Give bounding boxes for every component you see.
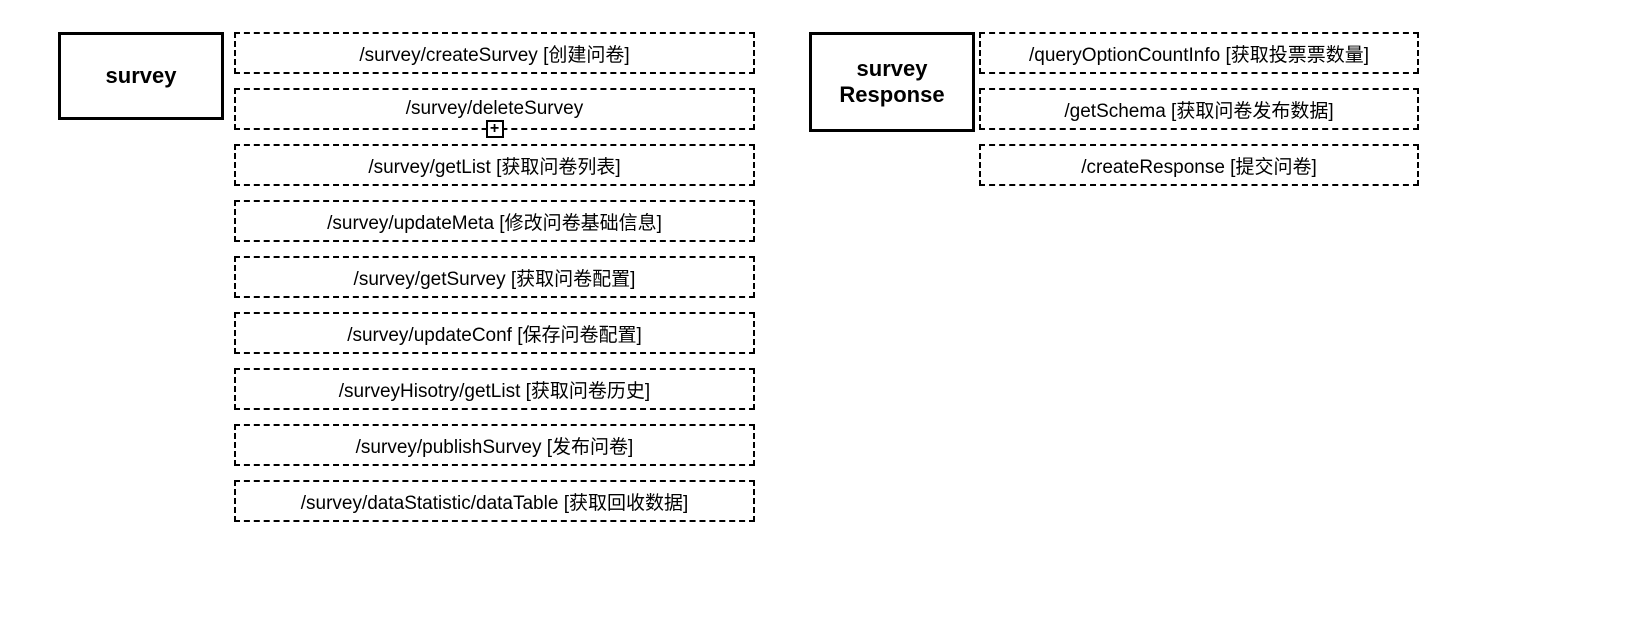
surveyResponse-title-box: survey Response (809, 32, 975, 132)
survey-title-box: survey (58, 32, 224, 120)
api-label: /survey/updateMeta [修改问卷基础信息] (327, 208, 662, 235)
api-label: /survey/deleteSurvey (406, 98, 583, 120)
api-label: /createResponse [提交问卷] (1081, 152, 1316, 179)
survey-api-item: /survey/publishSurvey [发布问卷] (234, 424, 755, 466)
surveyResponse-api-item: /getSchema [获取问卷发布数据] (979, 88, 1419, 130)
api-label: /survey/updateConf [保存问卷配置] (347, 320, 642, 347)
api-label: /queryOptionCountInfo [获取投票票数量] (1029, 40, 1369, 67)
api-label: /survey/createSurvey [创建问卷] (359, 40, 629, 67)
survey-api-item: /survey/updateMeta [修改问卷基础信息] (234, 200, 755, 242)
survey-api-item: /survey/updateConf [保存问卷配置] (234, 312, 755, 354)
surveyResponse-api-item: /queryOptionCountInfo [获取投票票数量] (979, 32, 1419, 74)
surveyResponse-api-item: /createResponse [提交问卷] (979, 144, 1419, 186)
api-label: /survey/dataStatistic/dataTable [获取回收数据] (301, 488, 689, 515)
api-label: /getSchema [获取问卷发布数据] (1064, 96, 1333, 123)
surveyResponse-title-label: survey Response (839, 56, 944, 109)
api-label: /surveyHisotry/getList [获取问卷历史] (339, 376, 650, 403)
survey-api-item: /survey/getList [获取问卷列表] (234, 144, 755, 186)
survey-api-item: /survey/getSurvey [获取问卷配置] (234, 256, 755, 298)
survey-api-item: /survey/dataStatistic/dataTable [获取回收数据] (234, 480, 755, 522)
survey-api-item: /survey/deleteSurvey+ (234, 88, 755, 130)
survey-api-item: /surveyHisotry/getList [获取问卷历史] (234, 368, 755, 410)
api-label: /survey/getList [获取问卷列表] (368, 152, 620, 179)
api-label: /survey/getSurvey [获取问卷配置] (354, 264, 636, 291)
expand-plus-icon[interactable]: + (486, 120, 504, 138)
survey-api-list: /survey/createSurvey [创建问卷] /survey/delet… (234, 32, 755, 536)
survey-api-item: /survey/createSurvey [创建问卷] (234, 32, 755, 74)
surveyResponse-api-list: /queryOptionCountInfo [获取投票票数量] /getSchem… (979, 32, 1419, 200)
survey-title-label: survey (106, 63, 177, 89)
api-label: /survey/publishSurvey [发布问卷] (356, 432, 634, 459)
